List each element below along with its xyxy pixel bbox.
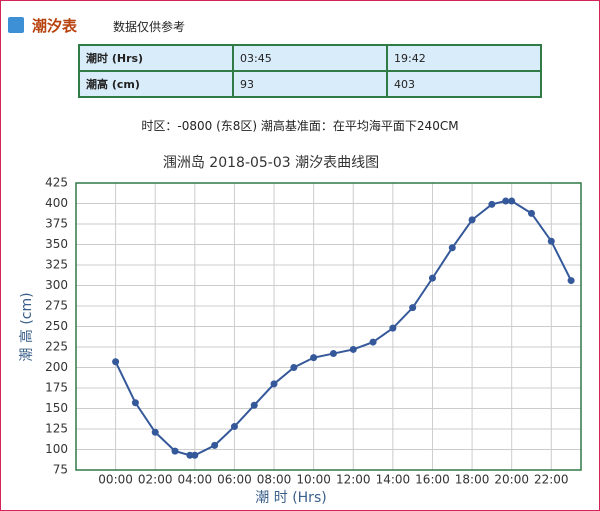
header-title: 潮汐表 [32,17,78,35]
y-tick-label: 100 [45,442,68,456]
x-tick-label: 00:00 [98,473,133,487]
y-tick-label: 225 [45,340,68,354]
point [468,216,476,224]
y-tick-label: 400 [45,196,68,210]
cell: 03:45 [232,44,388,72]
point [349,345,357,353]
point [151,428,159,436]
point [448,244,456,252]
y-tick-label: 350 [45,237,68,251]
point [508,197,516,205]
cell: 潮高 (cm) [78,70,234,98]
cell: 93 [232,70,388,98]
y-tick-label: 200 [45,360,68,374]
y-tick-label: 300 [45,278,68,292]
cell: 潮时 (Hrs) [78,44,234,72]
y-axis-label: 潮 高 (cm) [18,292,35,361]
point [502,197,510,205]
cell: 403 [386,70,542,98]
point [250,401,258,409]
y-tick-label: 150 [45,401,68,415]
point [112,358,120,366]
x-tick-label: 20:00 [494,473,529,487]
x-axis-label: 潮 时 (Hrs) [255,490,326,506]
x-tick-label: 02:00 [138,473,173,487]
x-tick-label: 18:00 [455,473,490,487]
point [527,209,535,217]
point [369,338,377,346]
point [409,304,417,312]
point [488,200,496,208]
header-note: 数据仅供参考 [113,20,186,34]
y-tick-label: 375 [45,217,68,231]
x-tick-label: 22:00 [534,473,569,487]
point [310,354,318,362]
line [114,200,572,457]
y-tick-label: 175 [45,381,68,395]
point [329,350,337,358]
point [567,277,575,285]
x-tick-label: 06:00 [217,473,252,487]
chart-title: 涠洲岛 2018-05-03 潮汐表曲线图 [163,155,379,171]
point [211,441,219,449]
tide-table: 潮时 (Hrs) 03:45 19:42 潮高 (cm) 93 403 [78,44,542,98]
y-tick-label: 425 [45,176,68,190]
info: 时区：-0800 (东8区) 潮高基准面：在平均海平面下240CM [141,119,459,133]
plot-frame [75,182,582,471]
y-tick-label: 75 [53,463,68,477]
y-tick-label: 125 [45,422,68,436]
point [191,451,199,459]
x-tick-label: 12:00 [336,473,371,487]
point [547,237,555,245]
y-tick-label: 275 [45,299,68,313]
point [131,399,139,407]
point [230,423,238,431]
y-tick-label: 325 [45,258,68,272]
point [428,274,436,282]
point [171,447,179,455]
icon [8,17,24,33]
point [270,380,278,388]
cell: 19:42 [386,44,542,72]
x-tick-label: 04:00 [178,473,213,487]
x-tick-label: 10:00 [296,473,331,487]
x-tick-label: 14:00 [376,473,411,487]
point [290,364,298,371]
x-tick-label: 08:00 [257,473,292,487]
point [186,451,194,459]
y-tick-label: 250 [45,319,68,333]
point [389,324,397,332]
x-tick-label: 16:00 [415,473,450,487]
